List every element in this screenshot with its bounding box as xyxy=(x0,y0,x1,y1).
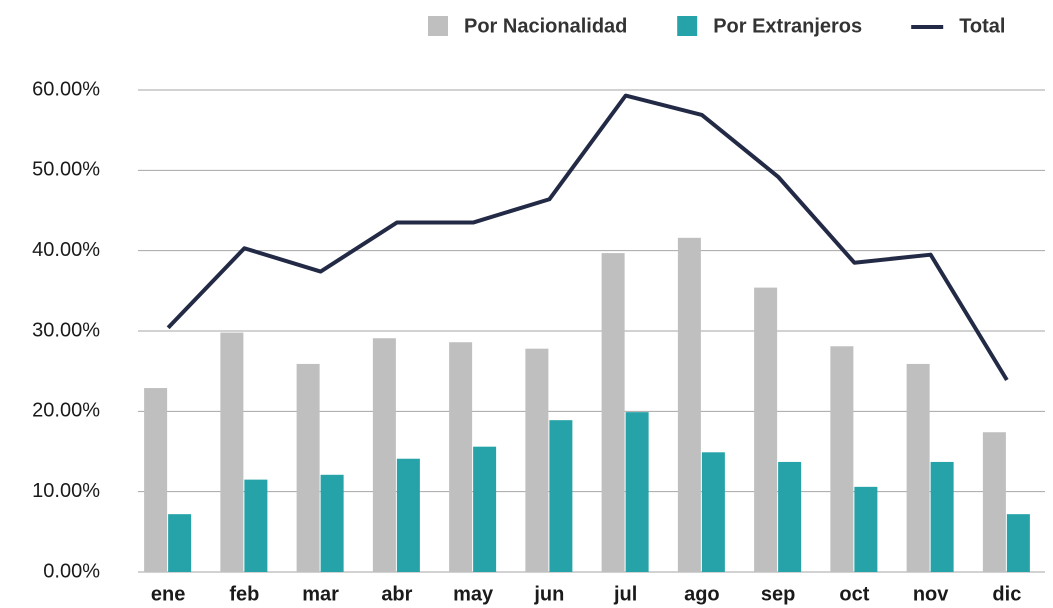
bar xyxy=(601,253,625,572)
line xyxy=(166,93,1009,382)
bar xyxy=(168,514,192,572)
x-tick-label: oct xyxy=(839,583,869,605)
y-tick-label: 40.00% xyxy=(32,239,100,261)
bar xyxy=(854,486,878,572)
x-tick-label: may xyxy=(453,583,494,605)
bar xyxy=(906,363,930,572)
bar xyxy=(754,287,778,572)
bar xyxy=(677,237,701,572)
x-tick-label: ene xyxy=(151,583,185,605)
bar xyxy=(778,461,802,572)
x-tick-label: sep xyxy=(761,583,795,605)
bar xyxy=(982,432,1006,572)
x-tick-label: abr xyxy=(381,583,412,605)
y-tick-label: 10.00% xyxy=(32,480,100,502)
x-tick-label: jun xyxy=(533,583,564,605)
bar xyxy=(449,342,473,572)
x-tick-label: jul xyxy=(613,583,637,605)
legend-swatch xyxy=(677,16,698,36)
bar xyxy=(549,420,573,572)
bar xyxy=(473,446,497,572)
bar xyxy=(701,452,725,572)
bar xyxy=(220,332,244,572)
y-tick-label: 30.00% xyxy=(32,319,100,341)
bar xyxy=(625,412,649,572)
bar xyxy=(372,338,396,572)
bar xyxy=(1006,514,1030,572)
legend-label: Total xyxy=(959,15,1005,37)
y-tick-label: 50.00% xyxy=(32,159,100,181)
x-tick-label: dic xyxy=(992,583,1021,605)
bar xyxy=(830,346,854,572)
x-tick-label: mar xyxy=(302,583,339,605)
legend-label: Por Extranjeros xyxy=(713,15,862,37)
bar xyxy=(396,458,420,572)
bar xyxy=(320,474,344,572)
y-tick-label: 60.00% xyxy=(32,78,100,100)
bar xyxy=(144,388,168,572)
bar xyxy=(244,479,268,572)
y-tick-label: 20.00% xyxy=(32,400,100,422)
bar xyxy=(296,363,320,572)
y-tick-label: 0.00% xyxy=(43,560,100,582)
x-tick-label: ago xyxy=(684,583,720,605)
bar xyxy=(525,348,549,572)
bar xyxy=(930,461,954,572)
x-tick-label: feb xyxy=(229,583,259,605)
x-tick-label: nov xyxy=(913,583,949,605)
legend-label: Por Nacionalidad xyxy=(464,15,627,37)
legend-swatch xyxy=(428,16,448,36)
